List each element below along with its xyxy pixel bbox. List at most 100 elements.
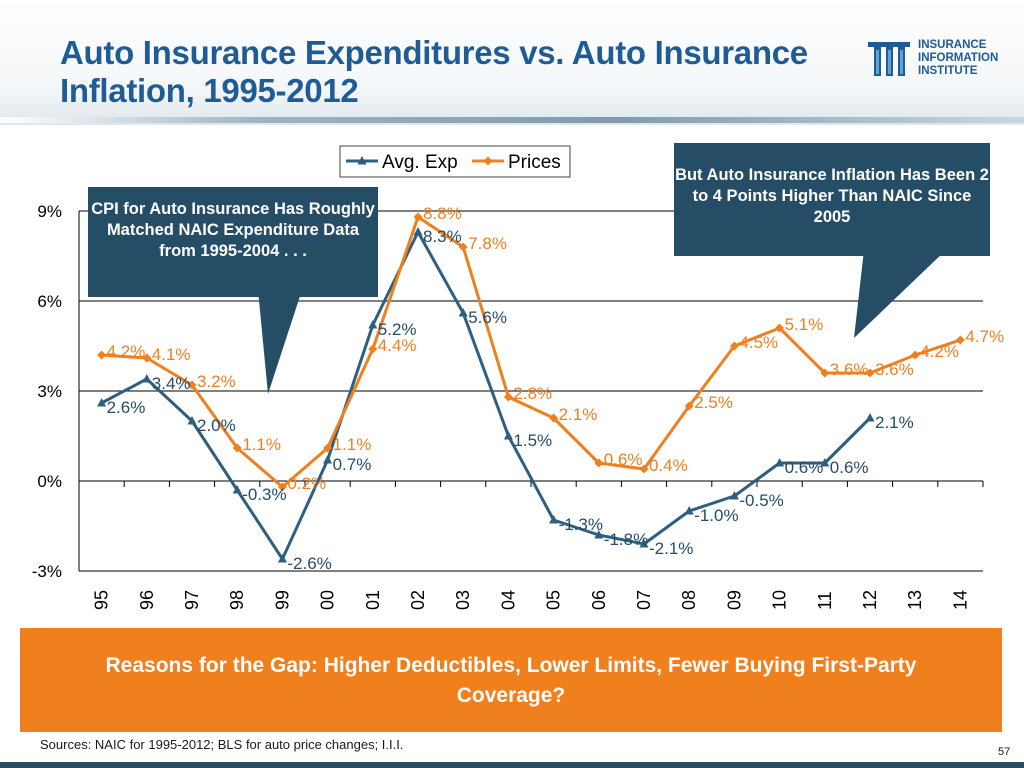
x-tick-label: 07 bbox=[634, 590, 654, 610]
prices-marker bbox=[729, 341, 739, 351]
prices-marker bbox=[684, 401, 694, 411]
avg-exp-data-label: -0.5% bbox=[739, 491, 783, 510]
avg-exp-data-label: 0.6% bbox=[785, 458, 824, 477]
prices-line bbox=[101, 215, 961, 489]
avg-exp-data-label: -1.3% bbox=[559, 515, 603, 534]
prices-data-label: 4.2% bbox=[107, 342, 146, 361]
x-tick-label: 99 bbox=[272, 590, 292, 610]
x-tick-label: 95 bbox=[92, 590, 112, 610]
prices-marker bbox=[549, 413, 559, 423]
avg-exp-marker bbox=[277, 554, 287, 563]
prices-data-label: 2.8% bbox=[513, 384, 552, 403]
avg-exp-marker bbox=[503, 431, 513, 440]
avg-exp-data-label: 2.0% bbox=[197, 416, 236, 435]
avg-exp-marker bbox=[684, 506, 694, 515]
logo-line-2: INFORMATION bbox=[918, 52, 999, 64]
prices-marker bbox=[820, 368, 830, 378]
x-tick-label: 00 bbox=[318, 590, 338, 610]
y-tick-label: 0% bbox=[37, 472, 62, 491]
prices-data-label: 5.1% bbox=[785, 315, 824, 334]
avg-exp-marker bbox=[820, 458, 830, 467]
y-tick-label: 6% bbox=[37, 292, 62, 311]
prices-marker bbox=[368, 344, 378, 354]
legend-box bbox=[339, 145, 571, 178]
line-chart: 9% 6% 3% 0% -3% 95 96 97 98 99 00 01 02 03 04 05 06 07 08 0… bbox=[32, 145, 1005, 610]
title-band bbox=[0, 0, 1024, 125]
legend-marker bbox=[483, 156, 493, 166]
page-number: 57 bbox=[998, 746, 1011, 758]
x-tick-label: 97 bbox=[182, 590, 202, 610]
legend: Avg. Exp Prices bbox=[339, 145, 571, 178]
avg-exp-data-label: -2.6% bbox=[287, 554, 331, 573]
prices-data-label: 8.8% bbox=[423, 204, 462, 223]
page-title: Auto Insurance Expenditures vs. Auto Ins… bbox=[60, 34, 808, 109]
avg-exp-marker bbox=[187, 416, 197, 425]
prices-data-label: 3.6% bbox=[830, 360, 869, 379]
prices-data-label: 3.2% bbox=[197, 372, 236, 391]
legend-label: Prices bbox=[508, 152, 561, 173]
avg-exp-marker bbox=[368, 320, 378, 329]
conclusion-banner: Reasons for the Gap: Higher Deductibles,… bbox=[20, 628, 1002, 732]
avg-exp-data-label: 5.6% bbox=[468, 308, 507, 327]
prices-data-label: 3.6% bbox=[875, 360, 914, 379]
x-tick-label: 06 bbox=[589, 590, 609, 610]
avg-exp-data-label: -1.8% bbox=[604, 530, 648, 549]
avg-exp-data-label: 0.7% bbox=[333, 455, 372, 474]
x-tick-label: 01 bbox=[363, 590, 383, 610]
avg-exp-data-label: 8.3% bbox=[423, 227, 462, 246]
prices-data-label: 4.4% bbox=[378, 336, 417, 355]
prices-marker bbox=[865, 368, 875, 378]
y-tick-label: 9% bbox=[37, 202, 62, 221]
prices-data-label: 4.2% bbox=[920, 342, 959, 361]
avg-exp-data-label: 0.6% bbox=[830, 458, 869, 477]
prices-marker bbox=[187, 380, 197, 390]
avg-exp-marker bbox=[729, 491, 739, 500]
avg-exp-data-label: 2.1% bbox=[875, 413, 914, 432]
logo-line-3: INSTITUTE bbox=[918, 65, 978, 77]
prices-marker bbox=[503, 392, 513, 402]
prices-data-label: 7.8% bbox=[468, 234, 507, 253]
avg-exp-marker bbox=[232, 485, 242, 494]
prices-marker bbox=[97, 350, 107, 360]
prices-marker bbox=[323, 443, 333, 453]
avg-exp-marker bbox=[594, 530, 604, 539]
prices-data-label: 2.1% bbox=[559, 405, 598, 424]
y-tick-label: 3% bbox=[37, 382, 62, 401]
x-tick-label: 11 bbox=[815, 591, 835, 610]
logo-line-1: INSURANCE bbox=[918, 39, 987, 51]
x-tick-label: 12 bbox=[860, 590, 880, 610]
avg-exp-data-label: 1.5% bbox=[513, 431, 552, 450]
prices-data-label: 0.6% bbox=[604, 450, 643, 469]
avg-exp-marker bbox=[549, 515, 559, 524]
x-tick-label: 96 bbox=[137, 590, 157, 610]
callout-right: But Auto Insurance Inflation Has Been 2 … bbox=[674, 143, 990, 256]
x-tick-label: 14 bbox=[950, 590, 970, 610]
callout-left-arrow-icon bbox=[258, 290, 302, 394]
title-underline bbox=[0, 117, 1024, 123]
avg-exp-data-label: -0.3% bbox=[242, 485, 286, 504]
callout-right-arrow-icon bbox=[854, 250, 946, 338]
y-tick-label: -3% bbox=[32, 562, 62, 581]
avg-exp-data-label: -1.0% bbox=[694, 506, 738, 525]
series-lines bbox=[97, 212, 965, 563]
avg-exp-marker bbox=[142, 374, 152, 383]
prices-marker bbox=[142, 353, 152, 363]
x-tick-label: 02 bbox=[408, 590, 428, 610]
data-labels: 2.6% 3.4% 2.0% -0.3% -2.6% 0.7% 5.2% 8.3% 5.6% 1.… bbox=[107, 204, 1005, 573]
prices-marker bbox=[413, 212, 423, 222]
prices-data-label: 1.1% bbox=[333, 435, 372, 454]
prices-data-label: 0.4% bbox=[649, 456, 688, 475]
x-tick-label: 08 bbox=[679, 590, 699, 610]
legend-marker bbox=[357, 156, 367, 165]
callout-left: CPI for Auto Insurance Has Roughly Match… bbox=[88, 187, 378, 297]
prices-marker bbox=[277, 482, 287, 492]
avg-exp-marker bbox=[865, 413, 875, 422]
avg-exp-data-label: 2.6% bbox=[107, 398, 146, 417]
avg-exp-marker bbox=[458, 308, 468, 317]
x-tick-label: 05 bbox=[544, 590, 564, 610]
prices-data-label: 4.1% bbox=[152, 345, 191, 364]
iii-logo-icon bbox=[868, 42, 910, 76]
prices-marker bbox=[910, 350, 920, 360]
prices-marker bbox=[639, 464, 649, 474]
avg-exp-data-label: -2.1% bbox=[649, 539, 693, 558]
